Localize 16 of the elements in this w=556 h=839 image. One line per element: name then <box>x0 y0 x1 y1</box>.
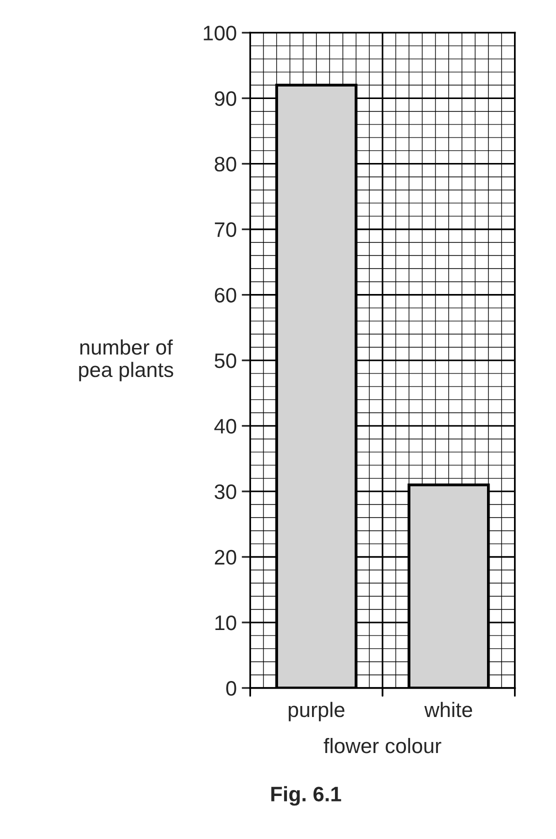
y-tick-label: 20 <box>214 550 236 565</box>
y-tick-label: 100 <box>204 26 236 40</box>
y-tick-label: 70 <box>214 222 236 238</box>
x-axis-title: flower colour <box>324 738 442 754</box>
y-tick-label: 40 <box>214 418 236 434</box>
y-tick-label: 30 <box>214 484 236 500</box>
y-axis-title: number of pea plants <box>79 339 174 382</box>
y-tick-label: 10 <box>215 615 236 630</box>
caption: Fig. 6.1 <box>271 786 342 806</box>
y-tick-label: 0 <box>226 680 236 696</box>
x-tick-label: purple <box>288 702 344 722</box>
y-tick-label: 90 <box>214 91 236 106</box>
y-tick-label: 50 <box>214 353 236 368</box>
y-tick-label: 80 <box>214 156 236 172</box>
x-tick-label: white <box>424 702 472 718</box>
y-tick-label: 60 <box>214 288 236 303</box>
